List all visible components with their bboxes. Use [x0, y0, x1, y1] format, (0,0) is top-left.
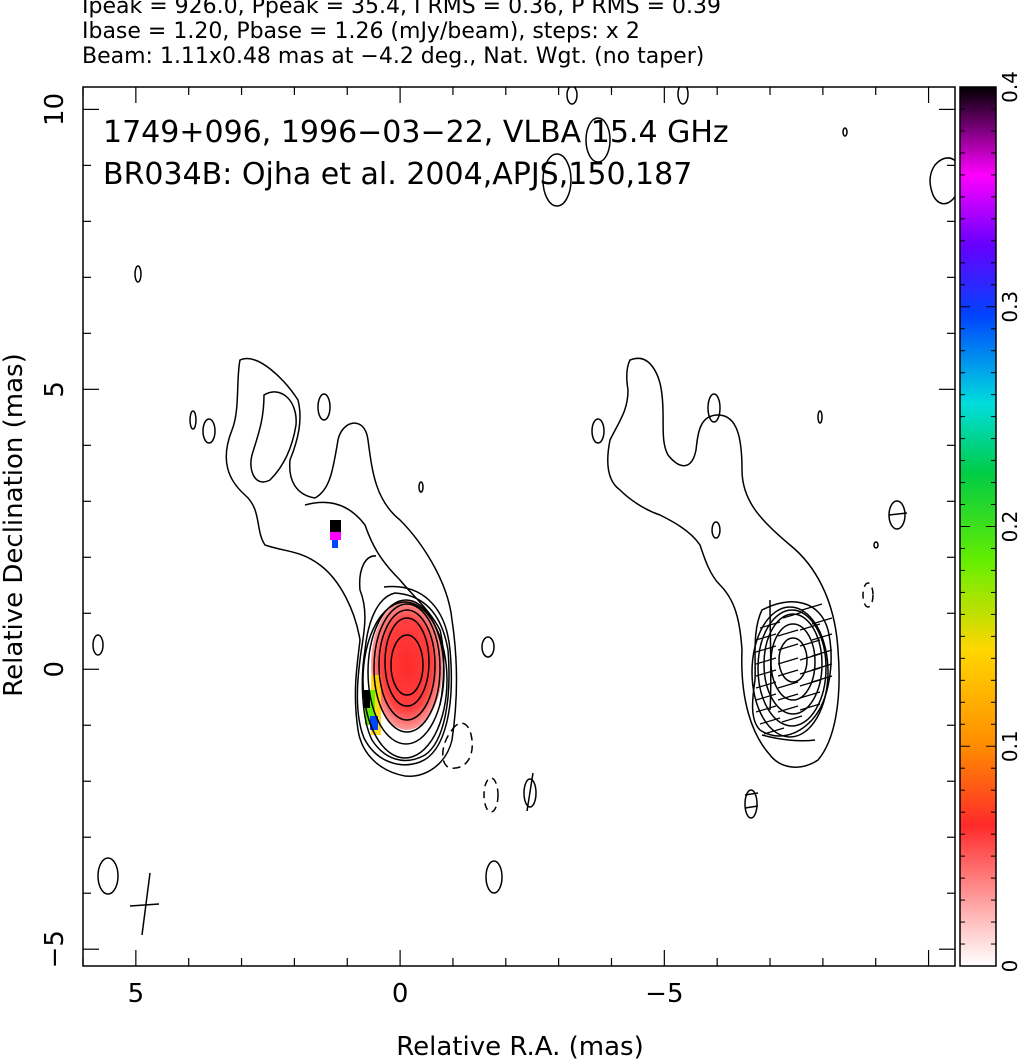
x-tick-label: 5 — [128, 979, 145, 1009]
polarization-vectors — [755, 603, 833, 735]
x-tick-label: −5 — [645, 979, 683, 1009]
plot-frame — [82, 86, 956, 967]
header-line-base: Ibase = 1.20, Pbase = 1.26 (mJy/beam), s… — [82, 19, 640, 44]
colorbar-tick-label: 0 — [998, 960, 1022, 973]
left-map — [92, 87, 955, 936]
x-tick-label: 0 — [392, 979, 409, 1009]
plot-annotation-source: 1749+096, 1996−03−22, VLBA 15.4 GHz — [103, 115, 729, 150]
colorbar-tick-label: 0.1 — [998, 730, 1022, 762]
y-tick-label: 5 — [40, 381, 70, 398]
y-tick-label: 10 — [40, 93, 70, 126]
axis-tick-labels: 5 0 −5 −5 0 5 10 — [40, 93, 683, 1009]
colorbar-tick-labels: 0 0.1 0.2 0.3 0.4 — [998, 71, 1022, 972]
y-tick-label: 0 — [40, 661, 70, 678]
header-line-beam: Beam: 1.11x0.48 mas at −4.2 deg., Nat. W… — [82, 44, 705, 69]
header-line-peak: Ipeak = 926.0, Ppeak = 35.4, I RMS = 0.3… — [82, 0, 721, 19]
right-map — [591, 357, 908, 819]
colorbar-tick-label: 0.3 — [998, 291, 1022, 323]
axis-ticks — [82, 87, 955, 966]
y-axis-label: Relative Declination (mas) — [0, 353, 29, 696]
colorbar-ticks — [960, 86, 996, 967]
core-color-fill — [371, 600, 443, 730]
colorbar-tick-label: 0.2 — [998, 511, 1022, 543]
x-axis-label: Relative R.A. (mas) — [396, 1032, 643, 1061]
y-tick-label: −5 — [40, 930, 70, 968]
colorbar-tick-label: 0.4 — [998, 71, 1022, 103]
plot-annotation-reference: BR034B: Ojha et al. 2004,APJS,150,187 — [103, 157, 692, 192]
